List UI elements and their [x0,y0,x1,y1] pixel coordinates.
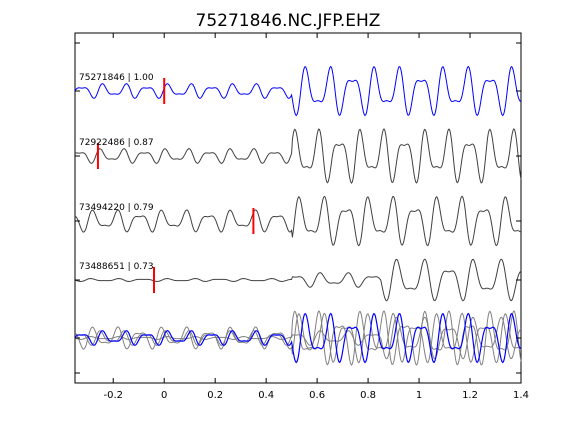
trace-line-1 [74,65,522,117]
plot-frame [74,32,522,384]
x-tick-label-2: 0.2 [207,390,223,401]
x-tick-label-5: 0.8 [360,390,376,401]
chart-title: 75271846.NC.JFP.EHZ [196,11,381,31]
trace-line-2 [74,128,522,184]
x-tick-label-7: 1.2 [462,390,478,401]
trace-labels: 75271846 | 1.00 72922486 | 0.87 73494220 |… [79,73,154,272]
picks-layer [96,78,255,293]
trace-label-2: 72922486 | 0.87 [79,138,154,148]
x-tick-label-8: 1.4 [513,390,529,401]
x-tick-label-3: 0.4 [258,390,274,401]
x-tick-label-1: 0 [161,390,167,401]
x-tick-label-0: -0.2 [103,390,123,401]
trace-label-4: 73488651 | 0.73 [79,262,154,272]
trace-label-1: 75271846 | 1.00 [79,73,154,83]
x-tick-label-4: 0.6 [309,390,325,401]
stack-overlay [74,310,522,366]
stack-trace-3 [74,312,522,364]
traces-layer [74,65,522,302]
trace-label-3: 73494220 | 0.79 [79,203,154,213]
x-tick-label-6: 1 [416,390,422,401]
trace-line-3 [74,195,522,247]
stack-trace-reference [74,312,522,364]
x-axis: -0.2 0 0.2 0.4 0.6 0.8 1 1.2 1.4 [75,33,529,401]
trace-line-4 [74,258,522,302]
